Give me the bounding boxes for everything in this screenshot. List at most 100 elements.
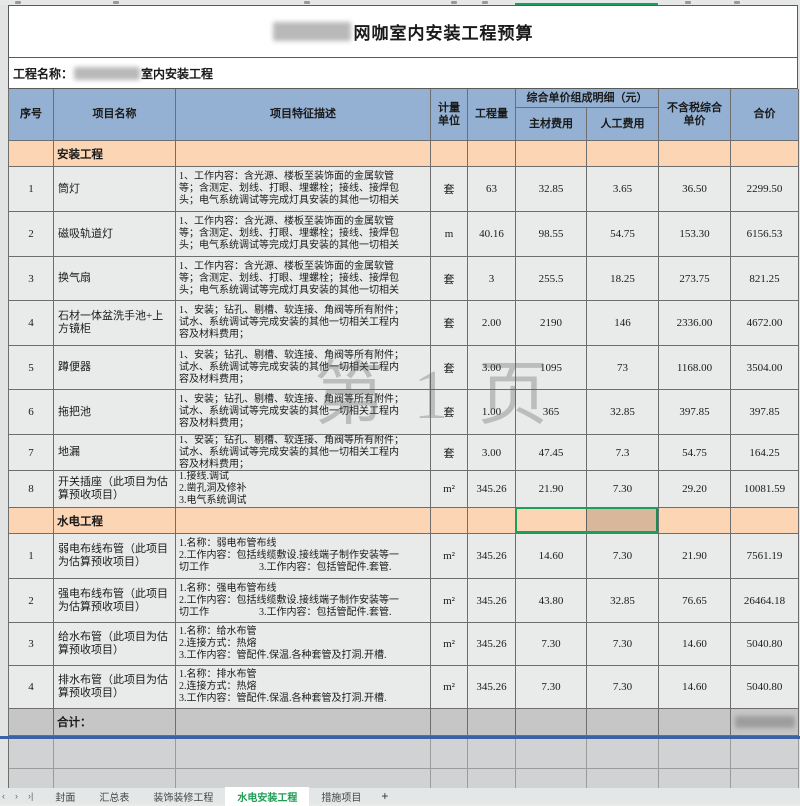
- cell-seq[interactable]: 3: [9, 257, 54, 301]
- cell-total-price[interactable]: 397.85: [731, 390, 799, 435]
- cell-unit[interactable]: 套: [431, 346, 468, 390]
- cell-labor-cost[interactable]: 7.3: [587, 435, 659, 471]
- cell-seq[interactable]: 6: [9, 390, 54, 435]
- cell-unit[interactable]: m²: [431, 666, 468, 709]
- cell-material-cost[interactable]: 98.55: [516, 212, 587, 257]
- cell-item-name[interactable]: 筒灯: [54, 167, 176, 212]
- cell-total-price[interactable]: 164.25: [731, 435, 799, 471]
- cell-empty[interactable]: [468, 141, 516, 167]
- cell-feature-desc[interactable]: 1、安装；钻孔、剔槽、软连接、角阀等所有附件； 试水、系统调试等完成安装的其他一…: [176, 435, 431, 471]
- cell-total-price[interactable]: 5040.80: [731, 623, 799, 666]
- tab-next-button[interactable]: ›: [15, 791, 18, 801]
- cell-quantity[interactable]: 3.00: [468, 435, 516, 471]
- header-unit[interactable]: 计量 单位: [431, 89, 468, 141]
- cell-labor-cost[interactable]: 32.85: [587, 390, 659, 435]
- cell-unit[interactable]: m²: [431, 579, 468, 623]
- cell-unit[interactable]: m²: [431, 534, 468, 579]
- tab-prev-button[interactable]: ‹: [2, 791, 5, 801]
- cell-empty[interactable]: [468, 709, 516, 736]
- cell-material-cost[interactable]: 21.90: [516, 471, 587, 508]
- cell-quantity[interactable]: 40.16: [468, 212, 516, 257]
- cell-empty[interactable]: [659, 508, 731, 534]
- cell-net-price[interactable]: 76.65: [659, 579, 731, 623]
- cell-total-price[interactable]: 3504.00: [731, 346, 799, 390]
- header-quantity[interactable]: 工程量: [468, 89, 516, 141]
- cell-labor-cost[interactable]: 7.30: [587, 471, 659, 508]
- cell-empty[interactable]: [731, 508, 799, 534]
- cell-empty[interactable]: [431, 739, 468, 769]
- cell-labor-cost[interactable]: 7.30: [587, 666, 659, 709]
- cell-feature-desc[interactable]: 1、工作内容：含光源、楼板至装饰面的金属软管 等；含测定、划线、打眼、埋螺栓；接…: [176, 257, 431, 301]
- total-value-cell[interactable]: [731, 709, 799, 736]
- cell-quantity[interactable]: 2.00: [468, 301, 516, 346]
- sheet-tab-封面[interactable]: 封面: [55, 792, 76, 804]
- cell-seq[interactable]: 2: [9, 212, 54, 257]
- cell-empty[interactable]: [468, 769, 516, 789]
- cell-total-price[interactable]: 10081.59: [731, 471, 799, 508]
- header-material[interactable]: 主材费用: [516, 108, 587, 141]
- cell-empty[interactable]: [176, 709, 431, 736]
- cell-net-price[interactable]: 153.30: [659, 212, 731, 257]
- cell-item-name[interactable]: 拖把池: [54, 390, 176, 435]
- cell-unit[interactable]: 套: [431, 390, 468, 435]
- cell-seq[interactable]: 3: [9, 623, 54, 666]
- cell-empty[interactable]: [176, 739, 431, 769]
- cell-seq[interactable]: 7: [9, 435, 54, 471]
- cell-net-price[interactable]: 36.50: [659, 167, 731, 212]
- cell-empty[interactable]: [659, 141, 731, 167]
- cell-empty[interactable]: [431, 508, 468, 534]
- cell-empty[interactable]: [659, 769, 731, 789]
- cell-empty[interactable]: [659, 709, 731, 736]
- cell-total-price[interactable]: 5040.80: [731, 666, 799, 709]
- cell-item-name[interactable]: 磁吸轨道灯: [54, 212, 176, 257]
- cell-seq[interactable]: [9, 141, 54, 167]
- cell-feature-desc[interactable]: 1.接线.调试 2.凿孔洞及修补 3.电气系统调试: [176, 471, 431, 508]
- cell-item-name[interactable]: 排水布管（此项目为估算预收项目）: [54, 666, 176, 709]
- cell-material-cost[interactable]: 43.80: [516, 579, 587, 623]
- cell-material-cost[interactable]: 2190: [516, 301, 587, 346]
- cell-empty[interactable]: [587, 141, 659, 167]
- cell-material-cost[interactable]: 32.85: [516, 167, 587, 212]
- cell-seq[interactable]: 8: [9, 471, 54, 508]
- cell-quantity[interactable]: 345.26: [468, 623, 516, 666]
- cell-seq[interactable]: 2: [9, 579, 54, 623]
- cell-material-cost[interactable]: 14.60: [516, 534, 587, 579]
- cell-seq[interactable]: 1: [9, 167, 54, 212]
- cell-feature-desc[interactable]: 1.名称：排水布管 2.连接方式：热熔 3.工作内容：管配件.保温.各种套管及打…: [176, 666, 431, 709]
- cell-net-price[interactable]: 14.60: [659, 666, 731, 709]
- header-labor[interactable]: 人工费用: [587, 108, 659, 141]
- cell-material-cost[interactable]: 7.30: [516, 623, 587, 666]
- cell-quantity[interactable]: 63: [468, 167, 516, 212]
- header-name[interactable]: 项目名称: [54, 89, 176, 141]
- cell-empty[interactable]: [431, 769, 468, 789]
- cell-unit[interactable]: m²: [431, 471, 468, 508]
- cell-unit[interactable]: m²: [431, 623, 468, 666]
- cell-material-cost[interactable]: 1095: [516, 346, 587, 390]
- cell-net-price[interactable]: 397.85: [659, 390, 731, 435]
- cell-labor-cost[interactable]: 18.25: [587, 257, 659, 301]
- header-composite[interactable]: 综合单价组成明细（元）: [516, 89, 659, 108]
- sheet-tab-水电安装工程[interactable]: 水电安装工程: [225, 786, 310, 806]
- cell-labor-cost[interactable]: 3.65: [587, 167, 659, 212]
- cell-empty[interactable]: [468, 739, 516, 769]
- tab-last-button[interactable]: ›|: [28, 791, 34, 801]
- cell-item-name[interactable]: 给水布管（此项目为估算预收项目）: [54, 623, 176, 666]
- cell-feature-desc[interactable]: 1、安装；钻孔、剔槽、软连接、角阀等所有附件； 试水、系统调试等完成安装的其他一…: [176, 301, 431, 346]
- cell-item-name[interactable]: 换气扇: [54, 257, 176, 301]
- cell-total-price[interactable]: 6156.53: [731, 212, 799, 257]
- cell-item-name[interactable]: 地漏: [54, 435, 176, 471]
- cell-quantity[interactable]: 345.26: [468, 471, 516, 508]
- cell-empty[interactable]: [516, 739, 587, 769]
- cell-feature-desc[interactable]: 1.名称：给水布管 2.连接方式：热熔 3.工作内容：管配件.保温.各种套管及打…: [176, 623, 431, 666]
- cell-empty[interactable]: [516, 709, 587, 736]
- cell-seq[interactable]: 5: [9, 346, 54, 390]
- section-title[interactable]: 安装工程: [54, 141, 176, 167]
- cell-item-name[interactable]: 强电布线布管（此项目为估算预收项目）: [54, 579, 176, 623]
- cell-quantity[interactable]: 1.00: [468, 390, 516, 435]
- cell-empty[interactable]: [516, 769, 587, 789]
- cell-unit[interactable]: 套: [431, 301, 468, 346]
- cell-item-name[interactable]: 蹲便器: [54, 346, 176, 390]
- cell-unit[interactable]: 套: [431, 435, 468, 471]
- header-seq[interactable]: 序号: [9, 89, 54, 141]
- cell-net-price[interactable]: 14.60: [659, 623, 731, 666]
